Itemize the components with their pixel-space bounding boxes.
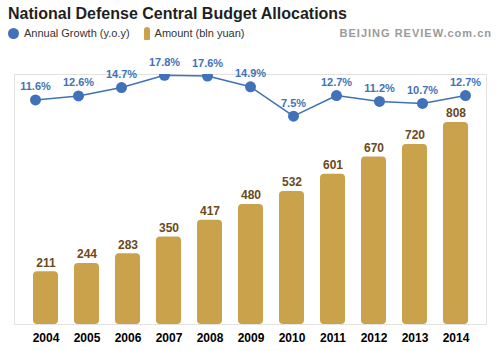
html-text:National Defense Central Budge: National Defense Central Budget Allocati… xyxy=(8,5,347,22)
svg-text:417: 417 xyxy=(200,204,220,218)
svg-text:2010: 2010 xyxy=(279,331,306,345)
svg-text:12.6%: 12.6% xyxy=(63,76,94,88)
svg-text:244: 244 xyxy=(77,247,97,261)
svg-text:350: 350 xyxy=(159,221,179,235)
svg-text:2006: 2006 xyxy=(115,331,142,345)
svg-text:2004: 2004 xyxy=(33,331,60,345)
svg-text:17.6%: 17.6% xyxy=(192,57,223,69)
svg-text:10.7%: 10.7% xyxy=(407,84,438,96)
svg-text:808: 808 xyxy=(446,106,466,120)
svg-text:17.8%: 17.8% xyxy=(149,56,180,68)
svg-text:14.7%: 14.7% xyxy=(106,68,137,80)
svg-text:2007: 2007 xyxy=(156,331,183,345)
svg-text:211: 211 xyxy=(36,256,56,270)
svg-text:2011: 2011 xyxy=(320,331,346,345)
svg-text:480: 480 xyxy=(241,188,261,202)
svg-text:11.6%: 11.6% xyxy=(20,80,51,92)
svg-text:12.7%: 12.7% xyxy=(450,76,481,88)
svg-text:12.7%: 12.7% xyxy=(321,76,352,88)
svg-text:11.2%: 11.2% xyxy=(364,82,395,94)
svg-text:2013: 2013 xyxy=(402,331,429,345)
svg-text:2008: 2008 xyxy=(197,331,224,345)
html-text:Amount (bln yuan): Amount (bln yuan) xyxy=(154,27,245,39)
svg-text:7.5%: 7.5% xyxy=(281,97,306,109)
svg-text:720: 720 xyxy=(405,128,425,142)
svg-text:2012: 2012 xyxy=(361,331,388,345)
svg-text:670: 670 xyxy=(364,141,384,155)
svg-text:2009: 2009 xyxy=(238,331,265,345)
svg-text:601: 601 xyxy=(323,158,343,172)
svg-text:283: 283 xyxy=(118,238,138,252)
html-text:Annual Growth (y.o.y): Annual Growth (y.o.y) xyxy=(24,27,130,39)
svg-text:2005: 2005 xyxy=(74,331,101,345)
html-text:BEIJING REVIEW.com.cn: BEIJING REVIEW.com.cn xyxy=(339,27,492,39)
svg-text:532: 532 xyxy=(282,175,302,189)
svg-text:14.9%: 14.9% xyxy=(235,67,266,79)
svg-text:2014: 2014 xyxy=(443,331,470,345)
